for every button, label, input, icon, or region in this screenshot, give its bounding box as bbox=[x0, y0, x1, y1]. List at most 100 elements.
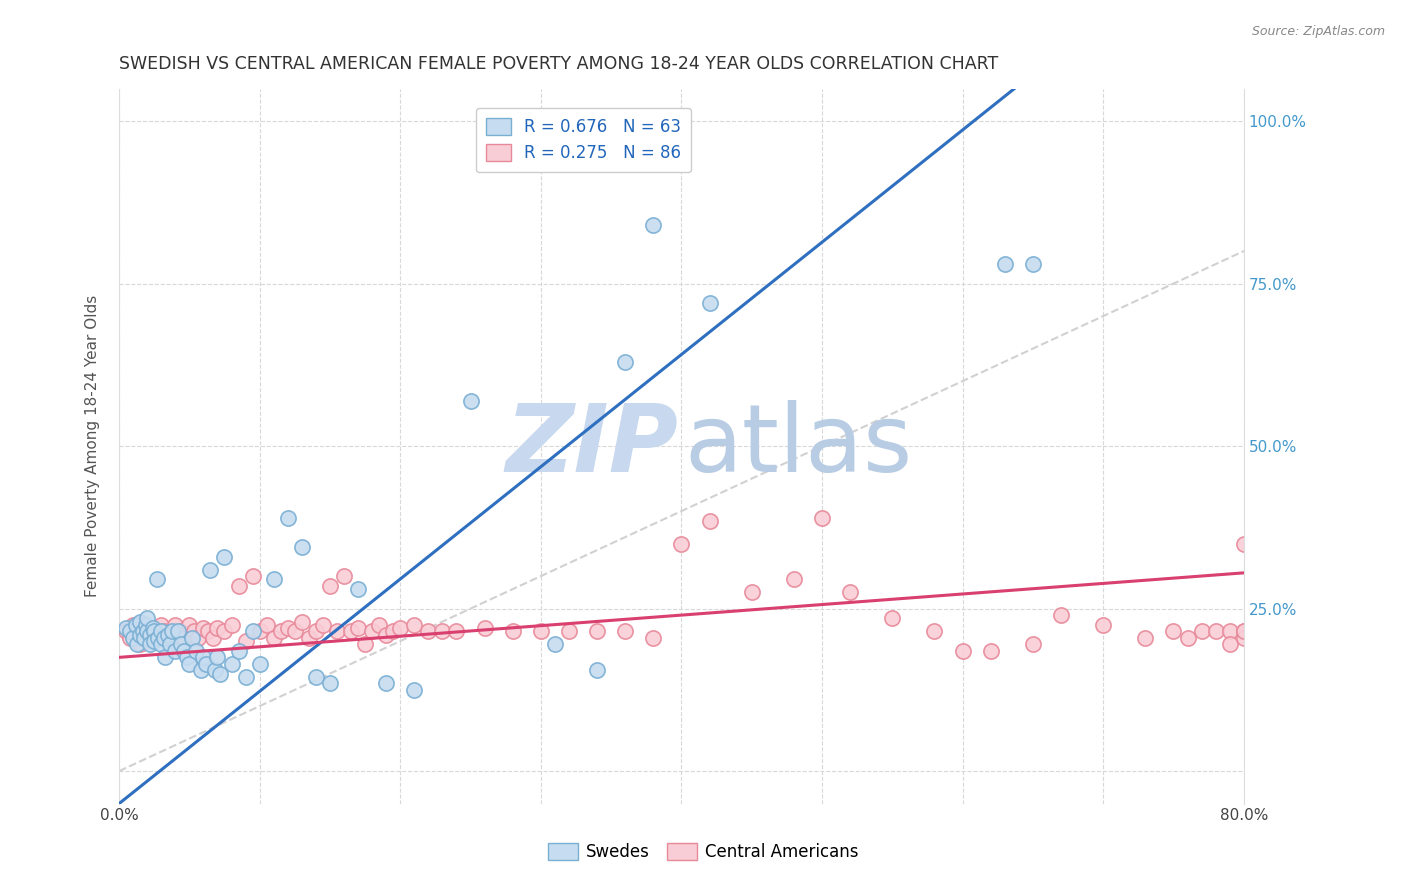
Point bbox=[193, 650, 215, 665]
Point bbox=[207, 650, 229, 665]
Point bbox=[139, 637, 162, 651]
Point bbox=[544, 637, 567, 651]
Point bbox=[312, 618, 335, 632]
Point bbox=[347, 621, 370, 635]
Point bbox=[134, 631, 156, 645]
Point bbox=[157, 634, 180, 648]
Point bbox=[136, 624, 159, 639]
Point bbox=[1092, 618, 1115, 632]
Point bbox=[270, 624, 292, 639]
Point bbox=[347, 582, 370, 596]
Point bbox=[148, 631, 170, 645]
Point bbox=[305, 670, 328, 684]
Point bbox=[1219, 624, 1241, 639]
Point bbox=[354, 637, 377, 651]
Point bbox=[263, 573, 285, 587]
Point bbox=[209, 666, 232, 681]
Point bbox=[586, 624, 609, 639]
Point bbox=[186, 644, 208, 658]
Point bbox=[179, 657, 201, 671]
Point bbox=[1050, 608, 1073, 623]
Point bbox=[228, 579, 250, 593]
Point bbox=[242, 569, 264, 583]
Point bbox=[361, 624, 384, 639]
Point bbox=[169, 624, 191, 639]
Point bbox=[614, 354, 637, 368]
Point bbox=[319, 676, 342, 690]
Point bbox=[284, 624, 307, 639]
Point bbox=[122, 618, 145, 632]
Point bbox=[1233, 631, 1256, 645]
Point bbox=[202, 631, 225, 645]
Point bbox=[183, 624, 205, 639]
Point bbox=[153, 631, 176, 645]
Point bbox=[502, 624, 524, 639]
Point bbox=[187, 631, 209, 645]
Point bbox=[1219, 637, 1241, 651]
Point bbox=[375, 627, 398, 641]
Point bbox=[882, 611, 904, 625]
Point bbox=[291, 615, 314, 629]
Point bbox=[135, 618, 157, 632]
Point bbox=[221, 618, 243, 632]
Point bbox=[1022, 257, 1045, 271]
Point bbox=[167, 624, 190, 639]
Point bbox=[291, 540, 314, 554]
Point bbox=[129, 615, 152, 629]
Point bbox=[404, 618, 426, 632]
Point bbox=[125, 624, 148, 639]
Point bbox=[162, 624, 184, 639]
Point bbox=[382, 624, 405, 639]
Point bbox=[120, 631, 142, 645]
Point bbox=[277, 510, 299, 524]
Point bbox=[115, 624, 138, 639]
Point bbox=[228, 644, 250, 658]
Point bbox=[235, 670, 257, 684]
Point bbox=[150, 618, 173, 632]
Point bbox=[190, 664, 212, 678]
Legend: R = 0.676   N = 63, R = 0.275   N = 86: R = 0.676 N = 63, R = 0.275 N = 86 bbox=[477, 108, 692, 172]
Point bbox=[157, 627, 180, 641]
Point bbox=[120, 624, 142, 639]
Point bbox=[994, 257, 1017, 271]
Legend: Swedes, Central Americans: Swedes, Central Americans bbox=[541, 836, 865, 868]
Point bbox=[699, 296, 721, 310]
Point bbox=[195, 657, 218, 671]
Point bbox=[643, 631, 665, 645]
Point bbox=[148, 631, 170, 645]
Point bbox=[207, 621, 229, 635]
Point bbox=[1163, 624, 1185, 639]
Point bbox=[142, 621, 165, 635]
Point bbox=[122, 631, 145, 645]
Point bbox=[326, 624, 349, 639]
Point bbox=[263, 631, 285, 645]
Text: atlas: atlas bbox=[685, 401, 912, 492]
Point bbox=[839, 585, 862, 599]
Point bbox=[204, 664, 226, 678]
Point bbox=[741, 585, 763, 599]
Point bbox=[368, 618, 391, 632]
Point bbox=[197, 624, 219, 639]
Point bbox=[193, 621, 215, 635]
Point bbox=[139, 631, 162, 645]
Point bbox=[214, 549, 236, 564]
Point bbox=[404, 682, 426, 697]
Point bbox=[115, 621, 138, 635]
Point bbox=[389, 621, 412, 635]
Point bbox=[1205, 624, 1227, 639]
Point bbox=[305, 624, 328, 639]
Point bbox=[176, 650, 198, 665]
Point bbox=[136, 611, 159, 625]
Point bbox=[139, 627, 162, 641]
Point bbox=[179, 618, 201, 632]
Point bbox=[1022, 637, 1045, 651]
Point bbox=[146, 573, 169, 587]
Point bbox=[235, 634, 257, 648]
Point bbox=[165, 618, 187, 632]
Point bbox=[1233, 536, 1256, 550]
Point bbox=[277, 621, 299, 635]
Point bbox=[474, 621, 496, 635]
Point bbox=[129, 627, 152, 641]
Point bbox=[699, 514, 721, 528]
Point bbox=[153, 624, 176, 639]
